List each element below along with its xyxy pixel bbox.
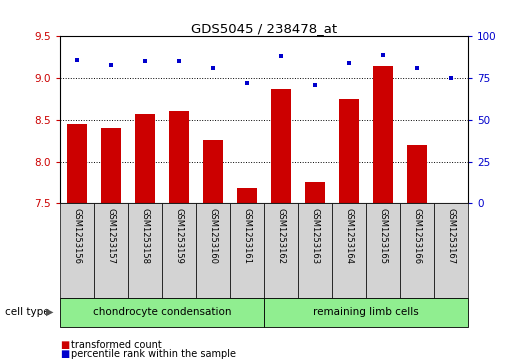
Bar bbox=[298, 203, 332, 298]
Bar bbox=[332, 203, 366, 298]
Text: GSM1253167: GSM1253167 bbox=[447, 208, 456, 264]
Text: GSM1253158: GSM1253158 bbox=[141, 208, 150, 264]
Text: percentile rank within the sample: percentile rank within the sample bbox=[71, 349, 235, 359]
Point bbox=[379, 52, 388, 58]
Text: GSM1253162: GSM1253162 bbox=[277, 208, 286, 264]
Bar bbox=[230, 203, 264, 298]
Text: remaining limb cells: remaining limb cells bbox=[313, 307, 419, 317]
Text: GSM1253157: GSM1253157 bbox=[107, 208, 116, 264]
Bar bbox=[60, 203, 94, 298]
Point bbox=[413, 65, 422, 71]
Text: chondrocyte condensation: chondrocyte condensation bbox=[93, 307, 231, 317]
Bar bbox=[203, 140, 223, 203]
Point bbox=[209, 65, 218, 71]
Point bbox=[73, 57, 82, 62]
Point bbox=[311, 82, 320, 87]
Text: GSM1253163: GSM1253163 bbox=[311, 208, 320, 264]
Title: GDS5045 / 238478_at: GDS5045 / 238478_at bbox=[191, 22, 337, 35]
Bar bbox=[264, 203, 298, 298]
Text: ■: ■ bbox=[60, 339, 70, 350]
Bar bbox=[67, 124, 87, 203]
Point bbox=[175, 58, 184, 64]
Point bbox=[243, 80, 252, 86]
Point bbox=[107, 62, 116, 68]
Point bbox=[141, 58, 150, 64]
Text: GSM1253164: GSM1253164 bbox=[345, 208, 354, 264]
Bar bbox=[237, 188, 257, 203]
Text: GSM1253160: GSM1253160 bbox=[209, 208, 218, 264]
Point bbox=[345, 60, 354, 66]
Text: GSM1253166: GSM1253166 bbox=[413, 208, 422, 264]
Bar bbox=[264, 298, 468, 327]
Bar bbox=[339, 99, 359, 203]
Text: GSM1253159: GSM1253159 bbox=[175, 208, 184, 264]
Bar bbox=[305, 182, 325, 203]
Bar bbox=[162, 203, 196, 298]
Bar bbox=[271, 89, 291, 203]
Text: GSM1253165: GSM1253165 bbox=[379, 208, 388, 264]
Text: transformed count: transformed count bbox=[71, 339, 162, 350]
Text: ▶: ▶ bbox=[46, 307, 53, 317]
Bar bbox=[434, 203, 468, 298]
Bar bbox=[101, 128, 121, 203]
Text: GSM1253156: GSM1253156 bbox=[73, 208, 82, 264]
Bar bbox=[128, 203, 162, 298]
Bar bbox=[196, 203, 230, 298]
Bar bbox=[400, 203, 434, 298]
Bar bbox=[373, 65, 393, 203]
Bar bbox=[135, 114, 155, 203]
Bar bbox=[366, 203, 400, 298]
Text: cell type: cell type bbox=[5, 307, 50, 317]
Bar bbox=[407, 145, 427, 203]
Point bbox=[277, 53, 286, 59]
Bar bbox=[60, 298, 264, 327]
Bar bbox=[94, 203, 128, 298]
Point bbox=[447, 75, 456, 81]
Text: GSM1253161: GSM1253161 bbox=[243, 208, 252, 264]
Text: ■: ■ bbox=[60, 349, 70, 359]
Bar bbox=[169, 111, 189, 203]
